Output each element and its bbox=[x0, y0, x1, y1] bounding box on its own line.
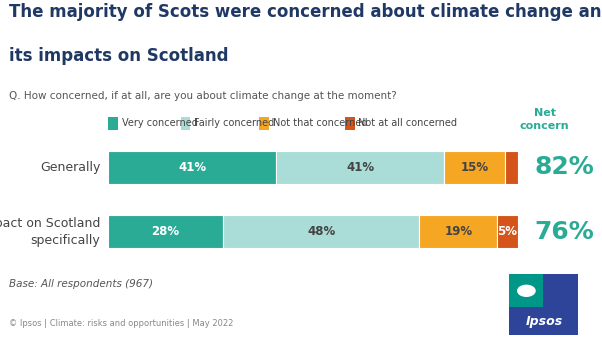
Bar bbox=[420, 215, 497, 248]
Bar bbox=[497, 215, 518, 248]
Text: Not at all concerned: Not at all concerned bbox=[358, 118, 457, 128]
Circle shape bbox=[518, 285, 535, 296]
Text: Ipsos: Ipsos bbox=[526, 315, 563, 328]
Bar bbox=[223, 215, 420, 248]
Text: Base: All respondents (967): Base: All respondents (967) bbox=[9, 279, 153, 289]
Text: Very concerned: Very concerned bbox=[122, 118, 197, 128]
Text: 41%: 41% bbox=[178, 161, 206, 174]
Bar bbox=[509, 274, 543, 307]
Bar bbox=[444, 151, 506, 184]
Text: 28%: 28% bbox=[152, 225, 180, 238]
Text: Generally: Generally bbox=[40, 161, 100, 174]
Text: Not that concerned: Not that concerned bbox=[273, 118, 367, 128]
Text: 15%: 15% bbox=[461, 161, 489, 174]
Bar bbox=[108, 215, 223, 248]
Text: © Ipsos | Climate: risks and opportunities | May 2022: © Ipsos | Climate: risks and opportuniti… bbox=[9, 319, 234, 329]
Text: Net
concern: Net concern bbox=[520, 108, 569, 130]
Text: Q. How concerned, if at all, are you about climate change at the moment?: Q. How concerned, if at all, are you abo… bbox=[9, 91, 397, 101]
Text: 76%: 76% bbox=[534, 219, 594, 244]
Text: The majority of Scots were concerned about climate change and: The majority of Scots were concerned abo… bbox=[9, 3, 602, 21]
Text: its impacts on Scotland: its impacts on Scotland bbox=[9, 47, 229, 65]
Bar bbox=[506, 151, 518, 184]
Text: Impact on Scotland
specifically: Impact on Scotland specifically bbox=[0, 217, 100, 246]
Text: 41%: 41% bbox=[346, 161, 374, 174]
Bar bbox=[276, 151, 444, 184]
Text: Fairly concerned: Fairly concerned bbox=[194, 118, 274, 128]
Text: 5%: 5% bbox=[497, 225, 518, 238]
Text: 19%: 19% bbox=[444, 225, 473, 238]
Text: 82%: 82% bbox=[534, 155, 594, 179]
Bar bbox=[108, 151, 276, 184]
Bar bbox=[509, 274, 578, 335]
Text: 48%: 48% bbox=[307, 225, 335, 238]
